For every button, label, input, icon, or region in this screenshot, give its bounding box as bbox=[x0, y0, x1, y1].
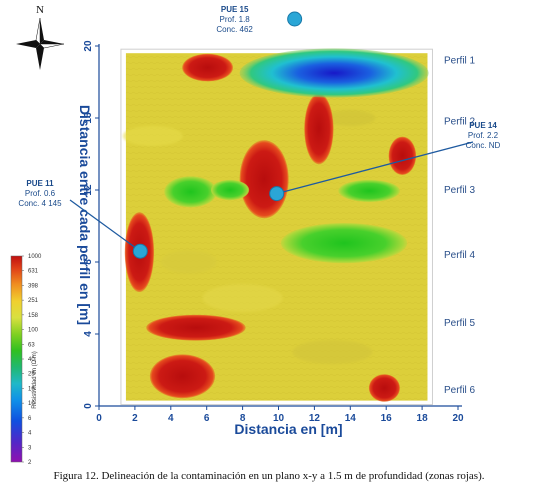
profile-label: Perfil 4 bbox=[444, 250, 476, 261]
north-label: N bbox=[36, 4, 44, 16]
zone-high-4 bbox=[146, 314, 246, 341]
zone-high-6 bbox=[368, 374, 400, 402]
field-shade-0 bbox=[122, 126, 183, 146]
profile-label: Perfil 1 bbox=[444, 55, 476, 66]
profile-label: Perfil 3 bbox=[444, 185, 476, 196]
y-tick-label: 4 bbox=[83, 331, 94, 337]
x-tick-label: 20 bbox=[452, 413, 464, 424]
zone-high-5 bbox=[149, 354, 216, 399]
zone-high-2 bbox=[239, 140, 289, 219]
y-tick-label: 0 bbox=[83, 403, 94, 409]
colorbar-tick-label: 251 bbox=[28, 298, 39, 304]
colorbar-title: Resistividad en (Ω.m) bbox=[32, 351, 38, 409]
well-depth: Prof. 1.8 bbox=[220, 15, 251, 24]
colorbar-tick-label: 25 bbox=[28, 372, 35, 378]
zone-low-8 bbox=[280, 223, 408, 264]
well-pointer-line bbox=[276, 141, 474, 195]
zone-low-10 bbox=[338, 179, 400, 202]
zone-low-11 bbox=[210, 179, 250, 201]
x-axis-label: Distancia en [m] bbox=[234, 421, 342, 437]
zone-high-7 bbox=[388, 136, 417, 175]
x-tick-label: 14 bbox=[345, 413, 357, 424]
y-tick-label: 20 bbox=[83, 40, 94, 52]
y-axis-label: Distancia entre cada perfil en [m] bbox=[77, 105, 93, 325]
well-concentration: Conc. 462 bbox=[216, 25, 253, 34]
x-tick-label: 10 bbox=[273, 413, 285, 424]
colorbar-gradient bbox=[10, 255, 23, 463]
x-tick-label: 8 bbox=[240, 413, 246, 424]
zone-high-3 bbox=[304, 93, 334, 165]
well-depth: Prof. 2.2 bbox=[468, 131, 499, 140]
zone-low-9 bbox=[164, 176, 217, 208]
well-pointer-line bbox=[69, 199, 141, 252]
well-concentration: Conc. ND bbox=[466, 141, 501, 150]
colorbar-tick-label: 16 bbox=[28, 386, 35, 392]
zone-very-low-12 bbox=[239, 48, 429, 98]
colorbar-tick-label: 4 bbox=[28, 431, 32, 437]
x-tick-label: 6 bbox=[204, 413, 210, 424]
field-shade-1 bbox=[325, 110, 376, 126]
x-tick-label: 0 bbox=[96, 413, 102, 424]
colorbar-tick-label: 40 bbox=[28, 357, 35, 363]
well-marker bbox=[269, 186, 285, 202]
colorbar-tick-label: 1000 bbox=[28, 254, 42, 260]
field-shade-2 bbox=[202, 284, 283, 312]
colorbar-tick-label: 63 bbox=[28, 342, 35, 348]
well-depth: Prof. 0.6 bbox=[25, 189, 56, 198]
colorbar-tick-label: 6 bbox=[28, 416, 32, 422]
well-name: PUE 15 bbox=[221, 5, 249, 14]
well-concentration: Conc. 4 145 bbox=[18, 199, 62, 208]
colorbar-tick-label: 398 bbox=[28, 283, 39, 289]
contour-texture bbox=[125, 53, 428, 401]
x-tick-label: 16 bbox=[381, 413, 393, 424]
colorbar-tick-label: 2 bbox=[28, 460, 32, 466]
x-tick-label: 2 bbox=[132, 413, 138, 424]
colorbar-tick-label: 631 bbox=[28, 269, 39, 275]
x-tick-label: 12 bbox=[309, 413, 321, 424]
field-shade-4 bbox=[160, 250, 217, 274]
y-tick-label: 16 bbox=[83, 112, 94, 124]
y-tick-label: 12 bbox=[83, 184, 94, 196]
zone-high-0 bbox=[182, 53, 234, 82]
colorbar-tick-label: 158 bbox=[28, 313, 39, 319]
x-tick-label: 18 bbox=[417, 413, 429, 424]
x-tick-label: 4 bbox=[168, 413, 174, 424]
colorbar: 2 3 4 6 10 16 25 40 63 100 158 251 398 631 1000 Resisti… bbox=[10, 254, 42, 466]
field-shade-3 bbox=[292, 340, 373, 364]
well-marker bbox=[287, 11, 303, 27]
figure-caption: Figura 12. Delineación de la contaminaci… bbox=[53, 470, 485, 482]
well-name: PUE 11 bbox=[26, 179, 54, 188]
colorbar-tick-label: 10 bbox=[28, 401, 35, 407]
well-name: PUE 14 bbox=[469, 121, 497, 130]
colorbar-tick-label: 3 bbox=[28, 445, 32, 451]
plot-area: 0 2 4 6 8 10 12 14 16 18 20 0 4 8 12 16 20 Distancia en [… bbox=[18, 5, 500, 437]
y-tick-label: 8 bbox=[83, 259, 94, 265]
profile-label: Perfil 2 bbox=[444, 117, 476, 128]
profile-label: Perfil 6 bbox=[444, 385, 476, 396]
profile-label: Perfil 5 bbox=[444, 318, 476, 329]
colorbar-tick-label: 100 bbox=[28, 328, 39, 334]
well-marker bbox=[132, 243, 148, 259]
north-arrow-icon: N bbox=[16, 4, 65, 70]
